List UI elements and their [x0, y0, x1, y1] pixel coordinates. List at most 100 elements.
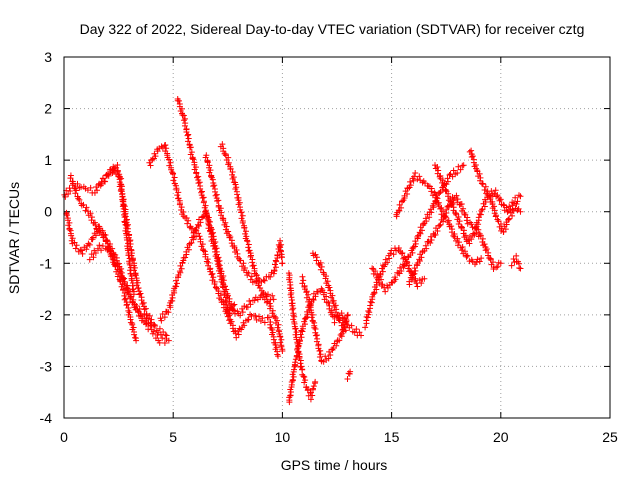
data-point — [416, 257, 423, 264]
data-point — [428, 209, 435, 216]
data-point — [500, 201, 507, 208]
data-point — [475, 217, 482, 224]
data-point — [353, 326, 360, 333]
data-point — [67, 230, 74, 237]
data-point — [94, 187, 101, 194]
data-point — [458, 200, 465, 207]
data-point — [481, 187, 488, 194]
data-point — [162, 142, 169, 149]
data-point — [88, 251, 95, 258]
data-point — [261, 296, 268, 303]
data-point — [457, 166, 464, 173]
series-track-6 — [146, 142, 238, 320]
data-point — [64, 212, 71, 219]
data-point — [87, 210, 94, 217]
data-point — [306, 302, 313, 309]
data-point — [468, 221, 475, 228]
data-point — [317, 351, 324, 358]
data-point — [92, 249, 99, 256]
data-point — [444, 178, 451, 185]
data-point — [503, 204, 510, 211]
data-point — [235, 331, 242, 338]
data-point — [124, 282, 131, 289]
y-tick-label: 3 — [44, 49, 52, 65]
data-point — [269, 310, 276, 317]
data-point — [402, 255, 409, 262]
data-point — [314, 335, 321, 342]
data-point — [67, 188, 74, 195]
data-point — [341, 323, 348, 330]
data-point — [517, 208, 524, 215]
data-point — [331, 319, 338, 326]
data-point — [65, 191, 72, 198]
data-point — [477, 232, 484, 239]
data-point — [343, 316, 350, 323]
data-point — [138, 294, 145, 301]
data-point — [124, 243, 131, 250]
data-point — [133, 275, 140, 282]
series-track-15 — [344, 368, 354, 383]
data-point — [312, 378, 319, 385]
data-point — [423, 245, 430, 252]
data-point — [323, 273, 330, 280]
data-point — [312, 251, 319, 258]
y-tick-label: -1 — [40, 255, 53, 271]
data-point — [369, 265, 376, 272]
data-point — [241, 224, 248, 231]
data-point — [384, 259, 391, 266]
data-point — [382, 288, 389, 295]
data-point — [271, 313, 278, 320]
data-point — [338, 322, 345, 329]
data-point — [411, 270, 418, 277]
data-point — [395, 245, 402, 252]
data-point — [120, 275, 127, 282]
data-point — [220, 145, 227, 152]
data-point — [260, 276, 267, 283]
data-point — [174, 192, 181, 199]
data-point — [156, 325, 163, 332]
data-point — [303, 288, 310, 295]
data-point — [257, 318, 264, 325]
data-point — [489, 259, 496, 266]
data-point — [344, 376, 351, 383]
data-point — [187, 144, 194, 151]
data-point — [130, 286, 137, 293]
data-point — [223, 299, 230, 306]
data-point — [439, 208, 446, 215]
data-point — [120, 286, 127, 293]
data-point — [75, 195, 82, 202]
data-point — [277, 244, 284, 251]
data-point — [461, 248, 468, 255]
data-point — [313, 254, 320, 261]
data-point — [209, 270, 216, 277]
data-point — [510, 255, 517, 262]
data-point — [453, 192, 460, 199]
data-point — [364, 314, 371, 321]
data-point — [266, 300, 273, 307]
data-point — [225, 154, 232, 161]
series-track-18 — [393, 170, 485, 268]
data-point — [412, 240, 419, 247]
data-point — [302, 314, 309, 321]
data-point — [399, 250, 406, 257]
data-point — [114, 167, 121, 174]
y-tick-label: 1 — [44, 152, 52, 168]
data-point — [247, 301, 254, 308]
data-point — [231, 301, 238, 308]
data-point — [105, 245, 112, 252]
data-point — [246, 298, 253, 305]
data-point — [278, 253, 285, 260]
data-point — [295, 349, 302, 356]
data-point — [184, 220, 191, 227]
data-point — [207, 167, 214, 174]
data-point — [323, 293, 330, 300]
data-point — [437, 221, 444, 228]
data-point — [441, 181, 448, 188]
data-point — [213, 284, 220, 291]
data-point — [218, 209, 225, 216]
data-point — [316, 354, 323, 361]
data-point — [401, 262, 408, 269]
data-point — [137, 310, 144, 317]
data-point — [298, 334, 305, 341]
data-point — [304, 311, 311, 318]
